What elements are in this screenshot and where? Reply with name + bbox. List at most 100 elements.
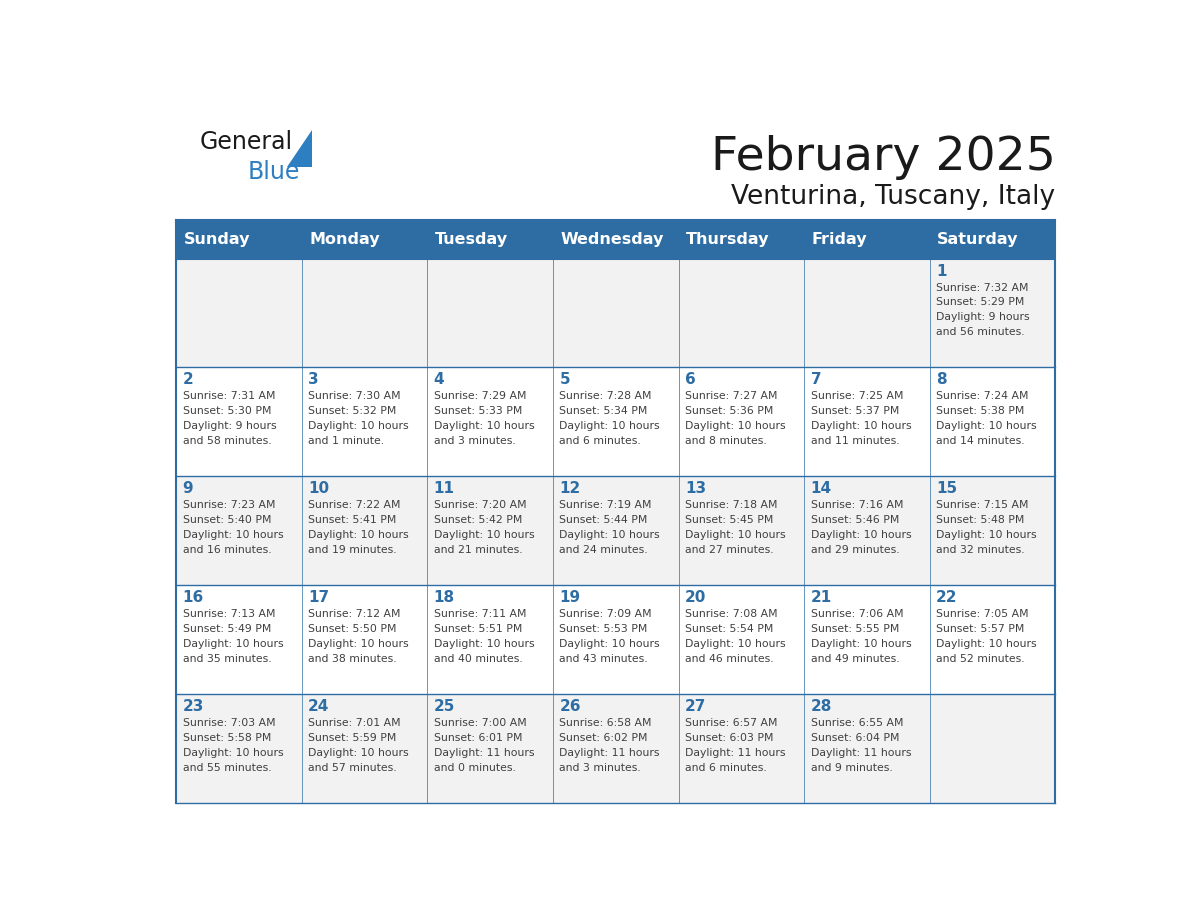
Text: Daylight: 10 hours: Daylight: 10 hours: [308, 748, 409, 757]
Text: Sunset: 5:51 PM: Sunset: 5:51 PM: [434, 624, 523, 634]
Text: Sunrise: 7:16 AM: Sunrise: 7:16 AM: [810, 500, 903, 510]
Text: Daylight: 10 hours: Daylight: 10 hours: [560, 421, 661, 431]
Bar: [176, 476, 302, 585]
Text: General: General: [200, 130, 292, 154]
Text: and 11 minutes.: and 11 minutes.: [810, 436, 899, 446]
Bar: [930, 585, 1055, 694]
Text: Daylight: 10 hours: Daylight: 10 hours: [183, 748, 283, 757]
Text: Sunset: 5:37 PM: Sunset: 5:37 PM: [810, 407, 899, 417]
Text: Sunset: 5:42 PM: Sunset: 5:42 PM: [434, 515, 523, 525]
Bar: [302, 367, 428, 476]
Bar: [428, 259, 552, 367]
Text: and 19 minutes.: and 19 minutes.: [308, 545, 397, 554]
Bar: [302, 259, 428, 367]
Bar: [428, 219, 552, 259]
Text: Daylight: 10 hours: Daylight: 10 hours: [685, 639, 785, 649]
Text: Blue: Blue: [248, 160, 301, 184]
Text: and 35 minutes.: and 35 minutes.: [183, 654, 271, 664]
Text: Daylight: 11 hours: Daylight: 11 hours: [810, 748, 911, 757]
Bar: [930, 694, 1055, 803]
Text: 19: 19: [560, 590, 581, 605]
Text: Sunrise: 6:57 AM: Sunrise: 6:57 AM: [685, 718, 777, 728]
Text: Sunrise: 7:27 AM: Sunrise: 7:27 AM: [685, 391, 777, 401]
Text: 12: 12: [560, 481, 581, 497]
Text: Sunset: 6:02 PM: Sunset: 6:02 PM: [560, 733, 647, 743]
Text: Sunday: Sunday: [183, 231, 249, 247]
Bar: [176, 259, 302, 367]
Text: 5: 5: [560, 373, 570, 387]
Text: Daylight: 10 hours: Daylight: 10 hours: [308, 530, 409, 540]
Text: Daylight: 10 hours: Daylight: 10 hours: [183, 639, 283, 649]
Bar: [302, 585, 428, 694]
Text: Sunset: 5:57 PM: Sunset: 5:57 PM: [936, 624, 1024, 634]
Text: Sunrise: 7:25 AM: Sunrise: 7:25 AM: [810, 391, 903, 401]
Text: and 24 minutes.: and 24 minutes.: [560, 545, 647, 554]
Bar: [302, 694, 428, 803]
Text: and 29 minutes.: and 29 minutes.: [810, 545, 899, 554]
Text: Sunset: 6:01 PM: Sunset: 6:01 PM: [434, 733, 523, 743]
Bar: [176, 694, 302, 803]
Text: Sunrise: 7:06 AM: Sunrise: 7:06 AM: [810, 610, 903, 620]
Polygon shape: [286, 130, 312, 167]
Text: Sunrise: 7:05 AM: Sunrise: 7:05 AM: [936, 610, 1029, 620]
Text: Sunrise: 6:55 AM: Sunrise: 6:55 AM: [810, 718, 903, 728]
Bar: [552, 259, 678, 367]
Text: Daylight: 9 hours: Daylight: 9 hours: [936, 312, 1030, 322]
Text: 1: 1: [936, 263, 947, 278]
Bar: [804, 259, 930, 367]
Bar: [552, 694, 678, 803]
Text: Sunset: 5:33 PM: Sunset: 5:33 PM: [434, 407, 523, 417]
Text: 6: 6: [685, 373, 696, 387]
Text: Sunrise: 7:19 AM: Sunrise: 7:19 AM: [560, 500, 652, 510]
Text: 26: 26: [560, 699, 581, 714]
Text: and 46 minutes.: and 46 minutes.: [685, 654, 773, 664]
Text: Sunrise: 7:13 AM: Sunrise: 7:13 AM: [183, 610, 276, 620]
Text: and 9 minutes.: and 9 minutes.: [810, 763, 892, 773]
Text: 27: 27: [685, 699, 707, 714]
Text: Daylight: 10 hours: Daylight: 10 hours: [434, 421, 535, 431]
Text: Sunrise: 7:30 AM: Sunrise: 7:30 AM: [308, 391, 400, 401]
Text: Sunset: 5:55 PM: Sunset: 5:55 PM: [810, 624, 899, 634]
Text: 14: 14: [810, 481, 832, 497]
Text: Daylight: 10 hours: Daylight: 10 hours: [810, 639, 911, 649]
Text: 4: 4: [434, 373, 444, 387]
Text: and 21 minutes.: and 21 minutes.: [434, 545, 523, 554]
Text: February 2025: February 2025: [710, 135, 1055, 180]
Text: Daylight: 11 hours: Daylight: 11 hours: [434, 748, 535, 757]
Bar: [804, 219, 930, 259]
Text: Daylight: 10 hours: Daylight: 10 hours: [936, 421, 1037, 431]
Text: Sunset: 6:03 PM: Sunset: 6:03 PM: [685, 733, 773, 743]
Bar: [678, 259, 804, 367]
Text: and 27 minutes.: and 27 minutes.: [685, 545, 773, 554]
Text: Sunrise: 7:11 AM: Sunrise: 7:11 AM: [434, 610, 526, 620]
Text: Sunrise: 7:29 AM: Sunrise: 7:29 AM: [434, 391, 526, 401]
Text: Saturday: Saturday: [937, 231, 1018, 247]
Text: and 6 minutes.: and 6 minutes.: [685, 763, 766, 773]
Text: 17: 17: [308, 590, 329, 605]
Bar: [428, 367, 552, 476]
Text: and 56 minutes.: and 56 minutes.: [936, 327, 1025, 337]
Text: 25: 25: [434, 699, 455, 714]
Text: 18: 18: [434, 590, 455, 605]
Text: Venturina, Tuscany, Italy: Venturina, Tuscany, Italy: [732, 185, 1055, 210]
Text: 10: 10: [308, 481, 329, 497]
Text: Daylight: 10 hours: Daylight: 10 hours: [308, 639, 409, 649]
Text: Daylight: 10 hours: Daylight: 10 hours: [560, 530, 661, 540]
Text: and 3 minutes.: and 3 minutes.: [560, 763, 642, 773]
Text: Sunset: 5:34 PM: Sunset: 5:34 PM: [560, 407, 647, 417]
Text: Sunset: 5:30 PM: Sunset: 5:30 PM: [183, 407, 271, 417]
Text: Daylight: 10 hours: Daylight: 10 hours: [936, 639, 1037, 649]
Bar: [930, 367, 1055, 476]
Text: and 38 minutes.: and 38 minutes.: [308, 654, 397, 664]
Text: Sunrise: 7:12 AM: Sunrise: 7:12 AM: [308, 610, 400, 620]
Bar: [176, 367, 302, 476]
Text: 3: 3: [308, 373, 318, 387]
Text: Daylight: 10 hours: Daylight: 10 hours: [810, 421, 911, 431]
Text: 2: 2: [183, 373, 194, 387]
Text: Sunset: 5:50 PM: Sunset: 5:50 PM: [308, 624, 397, 634]
Text: Sunrise: 6:58 AM: Sunrise: 6:58 AM: [560, 718, 652, 728]
Text: Tuesday: Tuesday: [435, 231, 507, 247]
Text: Sunset: 5:48 PM: Sunset: 5:48 PM: [936, 515, 1024, 525]
Text: and 0 minutes.: and 0 minutes.: [434, 763, 516, 773]
Text: Sunrise: 7:18 AM: Sunrise: 7:18 AM: [685, 500, 777, 510]
